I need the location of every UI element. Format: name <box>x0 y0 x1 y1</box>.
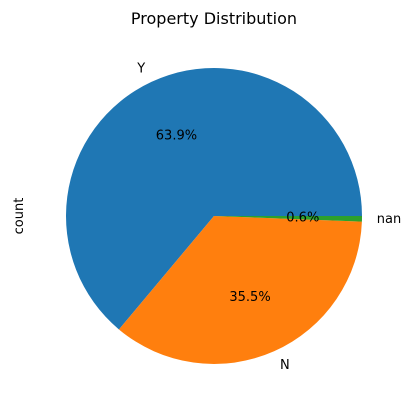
chart-title: Property Distribution <box>131 9 297 28</box>
pie-slice-nan <box>214 216 362 222</box>
y-axis-label: count <box>12 198 27 235</box>
pie-labels: Y 63.9% N 35.5% nan 0.6% <box>136 61 401 372</box>
pie-slice-N <box>118 216 362 365</box>
slice-pct-N: 35.5% <box>229 290 270 305</box>
slice-label-N: N <box>280 358 290 373</box>
slice-label-nan: nan <box>377 212 401 227</box>
slice-label-Y: Y <box>136 61 145 76</box>
slice-pct-Y: 63.9% <box>156 129 197 144</box>
slice-pct-nan: 0.6% <box>286 211 319 226</box>
pie-slices <box>66 68 363 365</box>
pie-slice-Y <box>66 68 363 330</box>
